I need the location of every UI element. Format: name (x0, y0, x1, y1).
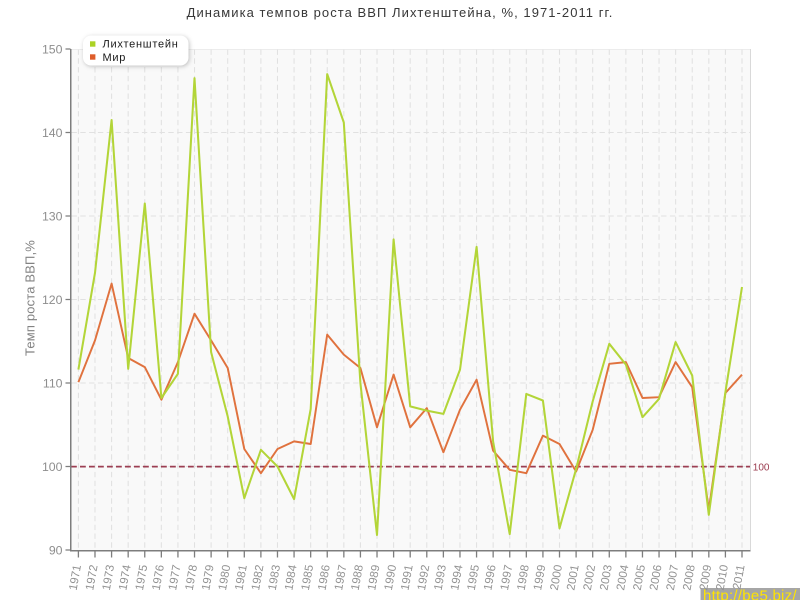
svg-text:1999: 1999 (531, 564, 548, 592)
svg-text:2011: 2011 (730, 564, 747, 591)
svg-text:2010: 2010 (714, 564, 731, 592)
svg-text:1973: 1973 (100, 564, 117, 592)
svg-text:1975: 1975 (133, 564, 150, 592)
svg-text:1982: 1982 (249, 564, 266, 592)
svg-text:2004: 2004 (614, 563, 631, 591)
svg-text:2009: 2009 (697, 564, 714, 592)
svg-text:1992: 1992 (415, 564, 432, 592)
svg-text:Мир: Мир (103, 52, 127, 64)
svg-text:2001: 2001 (564, 564, 581, 592)
svg-text:1984: 1984 (282, 563, 299, 591)
svg-text:1972: 1972 (83, 564, 100, 592)
svg-text:2002: 2002 (581, 564, 598, 592)
svg-text:1996: 1996 (481, 564, 498, 592)
svg-text:110: 110 (43, 377, 63, 391)
svg-text:130: 130 (42, 210, 63, 224)
svg-text:1990: 1990 (382, 564, 399, 592)
svg-text:100: 100 (753, 462, 770, 473)
svg-text:1979: 1979 (199, 564, 216, 592)
svg-text:150: 150 (42, 43, 63, 57)
svg-text:1994: 1994 (448, 563, 465, 591)
svg-text:140: 140 (42, 126, 63, 140)
svg-text:Темп роста ВВП,%: Темп роста ВВП,% (23, 240, 38, 356)
svg-text:1997: 1997 (498, 564, 515, 592)
svg-text:2008: 2008 (681, 564, 698, 592)
svg-text:http://be5.biz/: http://be5.biz/ (703, 588, 797, 600)
svg-text:2003: 2003 (598, 564, 615, 592)
svg-text:1993: 1993 (432, 564, 449, 592)
svg-text:1986: 1986 (316, 564, 333, 592)
svg-text:1998: 1998 (515, 564, 532, 592)
svg-text:1989: 1989 (365, 564, 382, 592)
svg-text:1995: 1995 (465, 564, 482, 592)
svg-text:2005: 2005 (631, 564, 648, 592)
svg-text:2006: 2006 (647, 564, 664, 592)
svg-text:1988: 1988 (349, 564, 366, 592)
svg-text:Динамика темпов роста ВВП Лихт: Динамика темпов роста ВВП Лихтенштейна, … (187, 5, 614, 20)
svg-text:1983: 1983 (266, 564, 283, 592)
svg-text:2007: 2007 (664, 564, 681, 592)
svg-text:120: 120 (42, 293, 63, 307)
svg-text:90: 90 (49, 544, 63, 558)
svg-text:1974: 1974 (116, 563, 133, 591)
svg-text:2000: 2000 (548, 564, 565, 592)
svg-text:1981: 1981 (233, 564, 250, 592)
svg-text:1987: 1987 (332, 564, 349, 592)
svg-text:1971: 1971 (67, 564, 84, 592)
svg-text:1991: 1991 (398, 564, 415, 592)
svg-text:Лихтенштейн: Лихтенштейн (103, 39, 179, 51)
svg-text:100: 100 (42, 460, 63, 474)
svg-text:1985: 1985 (299, 564, 316, 592)
svg-text:1976: 1976 (150, 564, 167, 592)
svg-text:1980: 1980 (216, 564, 233, 592)
svg-text:1978: 1978 (183, 564, 200, 592)
svg-text:1977: 1977 (166, 564, 183, 592)
